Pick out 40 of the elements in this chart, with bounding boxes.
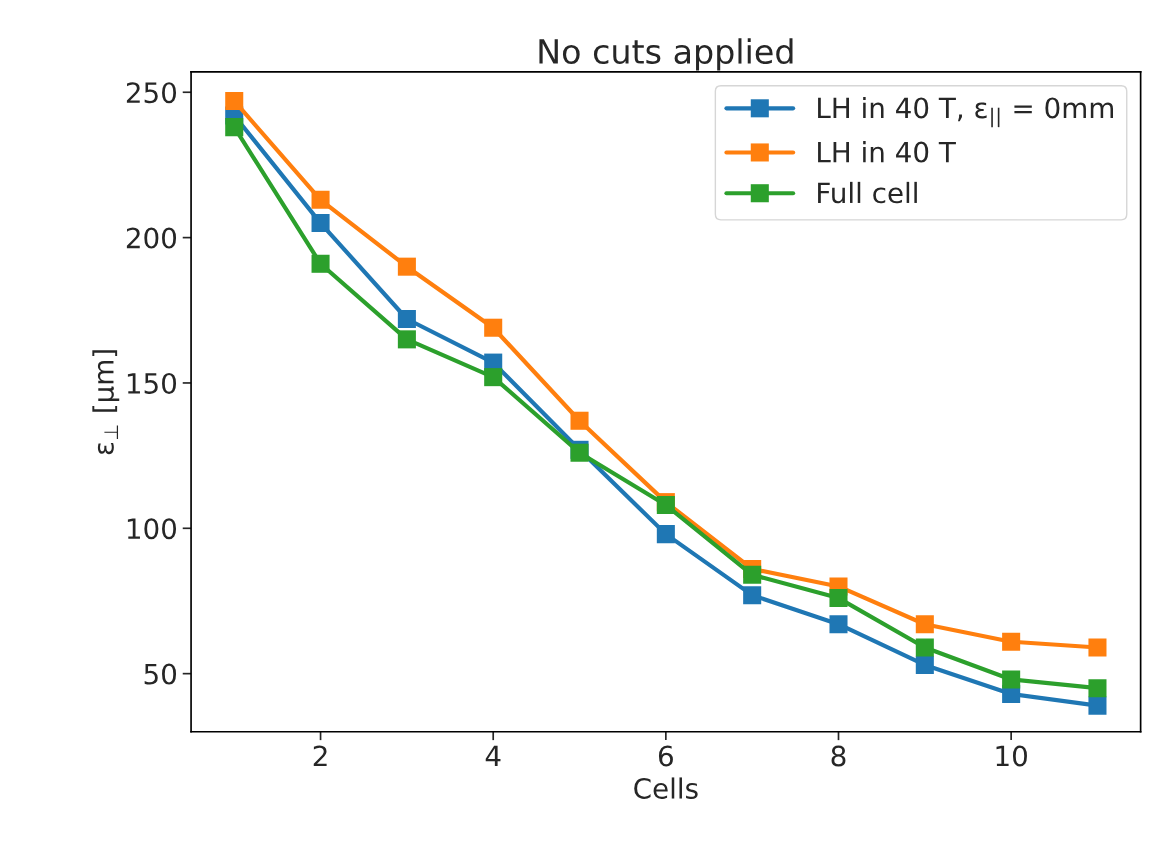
x-tick-label: 6	[658, 745, 673, 767]
point	[484, 368, 503, 387]
x-axis-title: Cells	[634, 777, 698, 799]
point	[1002, 632, 1021, 651]
y-axis-title: ε$_{⊥}$ [μm]	[92, 350, 120, 455]
point	[915, 655, 934, 674]
point	[743, 565, 762, 584]
point	[311, 190, 330, 209]
point	[397, 257, 416, 276]
y-tick-label: 250	[126, 82, 177, 104]
x-tick-label: 4	[485, 745, 501, 767]
x-tick-label: 8	[831, 745, 846, 767]
y-tick-label: 200	[126, 227, 177, 249]
y-tick-label: 150	[127, 372, 177, 394]
point	[311, 214, 330, 233]
legend-label: Full cell	[818, 181, 917, 204]
point	[225, 91, 244, 111]
point	[1088, 638, 1107, 657]
x-tick-label: 10	[996, 745, 1027, 767]
point	[743, 586, 762, 605]
point	[829, 615, 848, 634]
point	[311, 254, 330, 273]
legend-label: LH in 40 T, ε$_{||}$ = 0mm	[818, 96, 1114, 128]
point	[570, 411, 589, 430]
point	[397, 309, 416, 329]
point	[397, 330, 416, 349]
point	[484, 318, 503, 337]
y-tick-label: 100	[127, 518, 177, 540]
point	[1088, 696, 1107, 715]
point	[915, 638, 934, 657]
x-tick-label: 2	[313, 745, 327, 767]
point	[829, 589, 848, 608]
point	[915, 615, 934, 634]
point	[656, 525, 675, 544]
point	[1088, 679, 1107, 698]
chart-title: No cuts applied	[539, 38, 793, 71]
y-tick-label: 50	[144, 663, 177, 685]
legend-label: LH in 40 T	[818, 141, 956, 163]
point	[225, 118, 244, 137]
point	[1002, 670, 1021, 689]
